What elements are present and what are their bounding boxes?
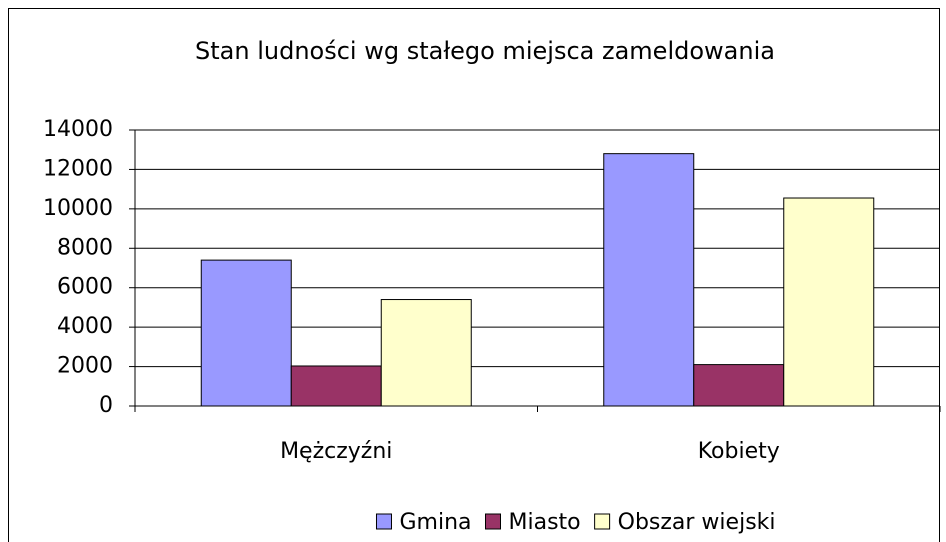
x-tick-label: Mężczyźni — [280, 439, 392, 464]
bar — [380, 299, 472, 407]
y-tick-label: 4000 — [57, 314, 113, 339]
y-tick-label: 14000 — [43, 117, 113, 142]
legend-label: Miasto — [509, 510, 581, 535]
chart-title: Stan ludności wg stałego miejsca zameldo… — [195, 37, 775, 65]
x-tick-label: Kobiety — [698, 439, 780, 464]
y-tick-label: 6000 — [57, 275, 113, 300]
legend-swatch — [375, 513, 392, 530]
y-tick-label: 10000 — [43, 196, 113, 221]
y-tick-label: 8000 — [57, 235, 113, 260]
y-tick-label: 0 — [99, 393, 113, 418]
legend-swatch — [594, 513, 611, 530]
legend-swatch — [485, 513, 501, 530]
y-tick-label: 12000 — [43, 156, 113, 181]
legend-label: Gmina — [399, 510, 471, 535]
bar — [290, 365, 382, 407]
bar — [783, 197, 875, 407]
y-tick-label: 2000 — [57, 354, 113, 379]
legend-label: Obszar wiejski — [618, 510, 776, 535]
bar — [200, 259, 292, 407]
bar — [693, 364, 785, 407]
bar — [603, 153, 695, 407]
